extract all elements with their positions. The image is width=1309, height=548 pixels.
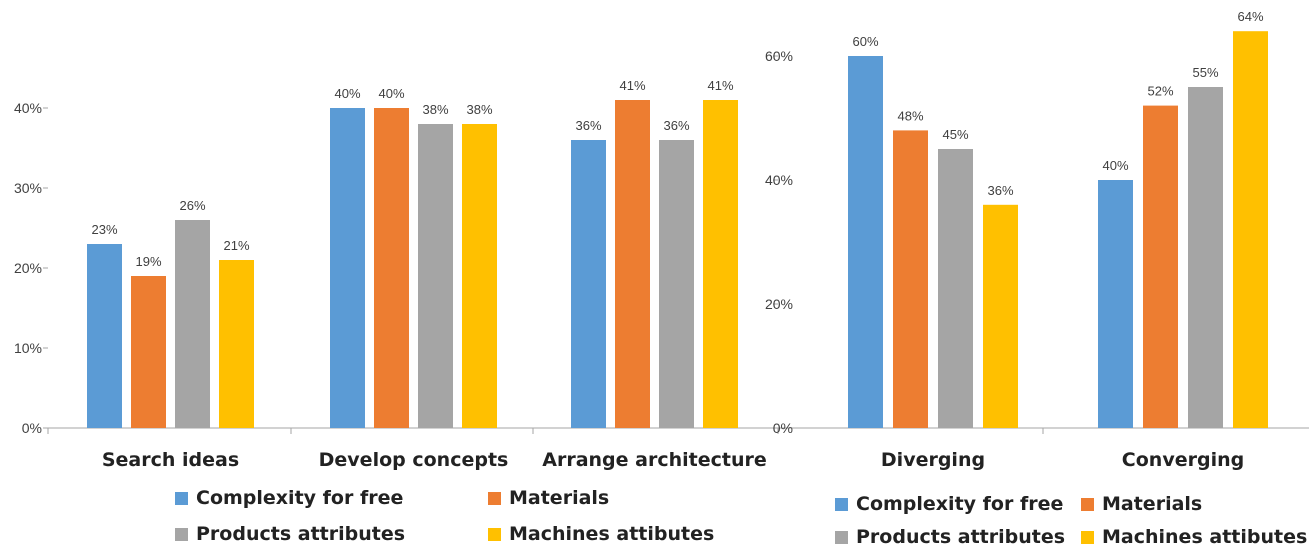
bar bbox=[848, 56, 883, 428]
bar bbox=[374, 108, 409, 428]
bar bbox=[571, 140, 606, 428]
bar bbox=[703, 100, 738, 428]
y-tick-label: 20% bbox=[765, 296, 793, 312]
bar bbox=[938, 149, 973, 428]
category-label: Converging bbox=[1122, 449, 1244, 471]
legend-label: Complexity for free bbox=[856, 493, 1064, 515]
bar bbox=[219, 260, 254, 428]
legend-item-machines: Machines attibutes bbox=[1081, 526, 1307, 548]
y-tick-label: 0% bbox=[22, 420, 42, 436]
bar bbox=[893, 130, 928, 428]
bar bbox=[1233, 31, 1268, 428]
data-label: 45% bbox=[942, 127, 968, 142]
category-label: Diverging bbox=[881, 449, 985, 471]
legend-swatch bbox=[1081, 497, 1094, 511]
legend-item-products: Products attributes bbox=[175, 523, 405, 545]
bar bbox=[462, 124, 497, 428]
legend-swatch bbox=[835, 497, 848, 511]
data-label: 38% bbox=[466, 102, 492, 117]
bar bbox=[87, 244, 122, 428]
legend-label: Materials bbox=[1102, 493, 1203, 515]
category-label: Develop concepts bbox=[319, 449, 509, 471]
y-tick-label: 30% bbox=[14, 180, 42, 196]
data-label: 40% bbox=[1102, 158, 1128, 173]
data-label: 60% bbox=[852, 34, 878, 49]
data-label: 21% bbox=[223, 238, 249, 253]
bar bbox=[175, 220, 210, 428]
bar bbox=[131, 276, 166, 428]
y-tick-label: 10% bbox=[14, 340, 42, 356]
data-label: 26% bbox=[179, 198, 205, 213]
legend-label: Complexity for free bbox=[196, 487, 404, 509]
y-tick-label: 40% bbox=[14, 100, 42, 116]
data-label: 52% bbox=[1147, 84, 1173, 99]
bar bbox=[418, 124, 453, 428]
legend-item-complexity: Complexity for free bbox=[175, 487, 403, 509]
legend-label: Machines attibutes bbox=[509, 523, 715, 545]
data-label: 48% bbox=[897, 108, 923, 123]
data-label: 41% bbox=[707, 78, 733, 93]
data-label: 36% bbox=[575, 118, 601, 133]
data-label: 64% bbox=[1237, 9, 1263, 24]
data-label: 55% bbox=[1192, 65, 1218, 80]
legend-swatch bbox=[835, 530, 848, 544]
bar bbox=[659, 140, 694, 428]
legend-item-machines: Machines attibutes bbox=[488, 523, 714, 545]
legend-swatch bbox=[175, 527, 188, 541]
bar bbox=[983, 204, 1018, 428]
legend-item-complexity: Complexity for free bbox=[835, 493, 1063, 515]
legend-swatch bbox=[175, 491, 188, 505]
legend-item-materials: Materials bbox=[488, 487, 609, 509]
legend-item-materials: Materials bbox=[1081, 493, 1202, 515]
legend-swatch bbox=[488, 491, 501, 505]
bar bbox=[1143, 105, 1178, 428]
data-label: 38% bbox=[422, 102, 448, 117]
legend-swatch bbox=[1081, 530, 1094, 544]
data-label: 40% bbox=[334, 86, 360, 101]
legend-label: Machines attibutes bbox=[1102, 526, 1308, 548]
y-tick-label: 40% bbox=[765, 172, 793, 188]
y-tick-label: 60% bbox=[765, 48, 793, 64]
data-label: 36% bbox=[987, 183, 1013, 198]
data-label: 23% bbox=[91, 222, 117, 237]
bar bbox=[615, 100, 650, 428]
y-tick-label: 0% bbox=[773, 420, 793, 436]
category-label: Arrange architecture bbox=[542, 449, 766, 471]
data-label: 19% bbox=[135, 254, 161, 269]
bar bbox=[330, 108, 365, 428]
bar bbox=[1098, 180, 1133, 428]
legend-item-products: Products attributes bbox=[835, 526, 1065, 548]
data-label: 40% bbox=[378, 86, 404, 101]
legend-label: Materials bbox=[509, 487, 610, 509]
legend-label: Products attributes bbox=[856, 526, 1066, 548]
category-label: Search ideas bbox=[102, 449, 239, 471]
data-label: 36% bbox=[663, 118, 689, 133]
bar bbox=[1188, 87, 1223, 428]
legend-swatch bbox=[488, 527, 501, 541]
y-tick-label: 20% bbox=[14, 260, 42, 276]
legend-label: Products attributes bbox=[196, 523, 406, 545]
data-label: 41% bbox=[619, 78, 645, 93]
